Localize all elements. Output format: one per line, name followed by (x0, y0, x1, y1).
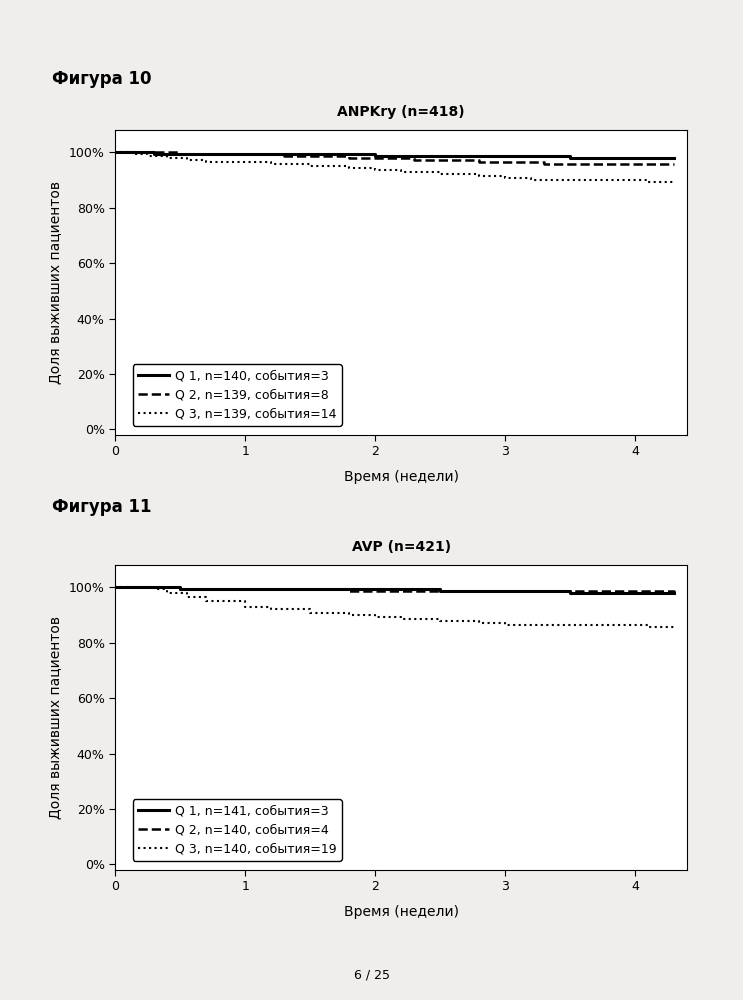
Text: Фигура 11: Фигура 11 (52, 498, 152, 516)
Y-axis label: Доля выживших пациентов: Доля выживших пациентов (48, 181, 62, 384)
Legend: Q 1, n=141, события=3, Q 2, n=140, события=4, Q 3, n=140, события=19: Q 1, n=141, события=3, Q 2, n=140, событ… (133, 799, 342, 861)
Text: Фигура 10: Фигура 10 (52, 70, 152, 88)
X-axis label: Время (недели): Время (недели) (344, 470, 458, 484)
Title: ANPKry (n=418): ANPKry (n=418) (337, 105, 465, 119)
Text: 6 / 25: 6 / 25 (354, 969, 389, 982)
Title: AVP (n=421): AVP (n=421) (351, 540, 451, 554)
X-axis label: Время (недели): Время (недели) (344, 905, 458, 919)
Y-axis label: Доля выживших пациентов: Доля выживших пациентов (48, 616, 62, 819)
Legend: Q 1, n=140, события=3, Q 2, n=139, события=8, Q 3, n=139, события=14: Q 1, n=140, события=3, Q 2, n=139, событ… (133, 364, 342, 426)
